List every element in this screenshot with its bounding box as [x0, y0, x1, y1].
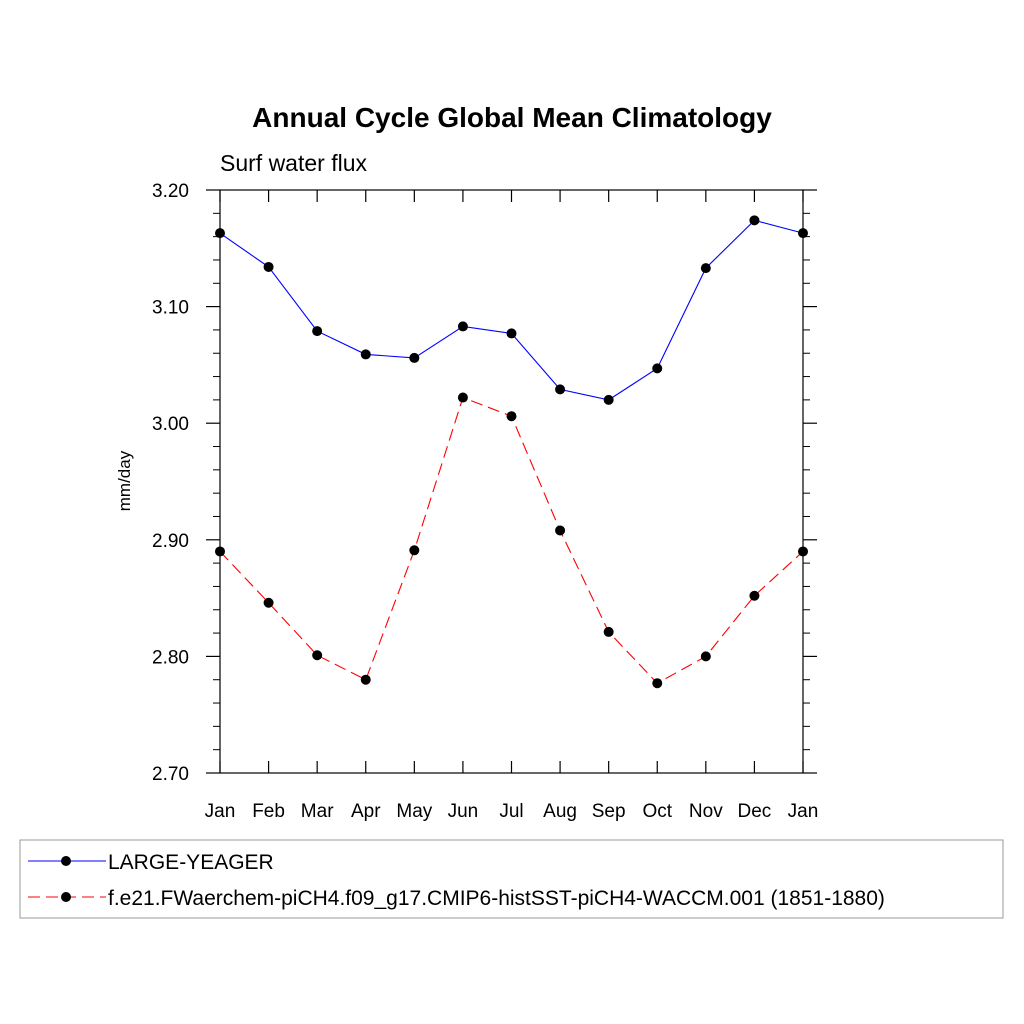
data-point-series-2 [700, 651, 711, 662]
tick-labels: Jan Feb Mar Apr May Jun Jul Aug Sep Oct Nov Dec Jan 2… [152, 181, 818, 822]
data-point-series-2 [263, 597, 274, 608]
data-point-series-1 [555, 384, 566, 395]
data-point-series-1 [263, 261, 274, 272]
data-point-series-1 [749, 215, 760, 226]
plot-frame [219, 189, 804, 774]
y-tick-label: 3.20 [152, 181, 189, 202]
x-tick-label: Apr [351, 801, 381, 822]
chart-title: Annual Cycle Global Mean Climatology [252, 102, 772, 133]
data-point-series-1 [506, 328, 517, 339]
data-point-series-1 [652, 363, 663, 374]
data-point-series-1 [360, 349, 371, 360]
x-tick-label: Jan [788, 801, 819, 822]
data-point-series-2 [506, 411, 517, 422]
x-tick-label: Feb [252, 801, 285, 822]
data-point-series-2 [457, 392, 468, 403]
data-point-series-1 [312, 326, 323, 337]
y-tick-label: 3.00 [152, 414, 189, 435]
data-point-series-2 [555, 525, 566, 536]
legend-label-series-1: LARGE-YEAGER [108, 851, 274, 874]
x-tick-label: Jan [205, 801, 236, 822]
data-point-series-1 [700, 263, 711, 274]
x-tick-label: May [396, 801, 432, 822]
chart-subtitle: Surf water flux [220, 150, 367, 176]
x-tick-label: Jul [499, 801, 523, 822]
series-lines [219, 219, 804, 684]
data-point-series-2 [652, 678, 663, 689]
legend-frame [19, 839, 1004, 919]
data-point-series-1 [457, 321, 468, 332]
x-tick-label: Nov [689, 801, 723, 822]
legend: LARGE-YEAGER f.e21.FWaerchem-piCH4.f09_g1… [19, 839, 1004, 919]
data-point-series-1 [215, 228, 225, 239]
y-tick-label: 2.80 [152, 647, 189, 668]
x-tick-label: Aug [543, 801, 577, 822]
legend-label-series-2: f.e21.FWaerchem-piCH4.f09_g17.CMIP6-hist… [108, 887, 885, 910]
y-axis-label: mm/day [115, 450, 134, 511]
legend-marker-series-2 [61, 892, 71, 902]
series-line-2 [219, 396, 804, 684]
series-points [215, 215, 808, 689]
data-point-series-2 [798, 546, 808, 557]
data-point-series-2 [312, 650, 323, 661]
data-point-series-1 [409, 352, 420, 363]
series-line-1 [219, 219, 804, 401]
x-tick-label: Mar [301, 801, 334, 822]
y-tick-label: 2.70 [152, 764, 189, 785]
data-point-series-2 [360, 674, 371, 685]
data-point-series-2 [215, 546, 225, 557]
x-tick-label: Dec [738, 801, 772, 822]
x-tick-label: Jun [448, 801, 479, 822]
data-point-series-1 [603, 394, 614, 405]
x-tick-label: Oct [642, 801, 672, 822]
axis-ticks [206, 189, 817, 774]
x-tick-label: Sep [592, 801, 626, 822]
data-point-series-2 [409, 545, 420, 556]
data-point-series-1 [798, 228, 808, 239]
data-point-series-2 [603, 626, 614, 637]
y-tick-label: 2.90 [152, 531, 189, 552]
data-point-series-2 [749, 590, 760, 601]
legend-marker-series-1 [61, 856, 71, 866]
y-tick-label: 3.10 [152, 298, 189, 319]
